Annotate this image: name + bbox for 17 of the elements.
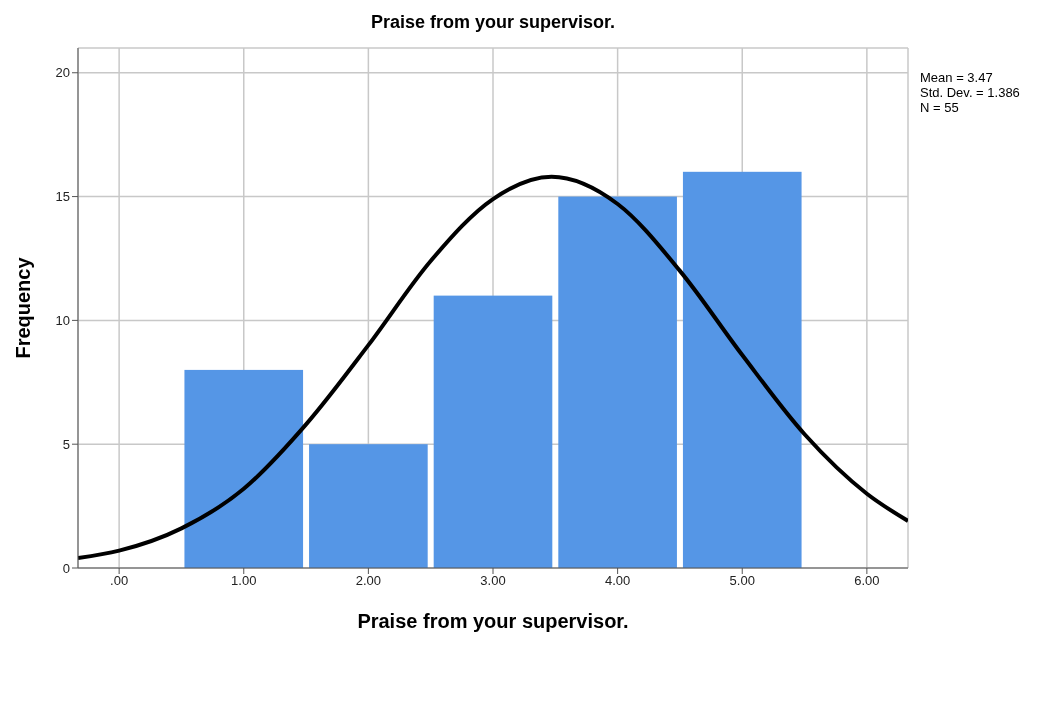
x-tick-label: .00 [110,573,129,589]
x-tick-label: 2.00 [355,573,382,589]
line-series [78,174,908,561]
x-tick-label: 3.00 [480,573,506,589]
x-tick-label: 1.00 [231,573,257,589]
y-tick-label: 20 [55,65,70,81]
x-tick-label: 5.00 [729,573,755,589]
y-tick-label: 0 [62,560,70,576]
y-tick-label: 15 [55,189,70,205]
x-axis-title: Praise from your supervisor. [357,610,629,632]
chart-title: Praise from your supervisor. [369,12,617,33]
x-tick-label: 6.00 [854,573,880,589]
stats-text: Mean = 3.47 Std. Dev. = 1.386 N = 55 [920,70,1020,115]
y-tick-label: 5 [62,436,70,452]
y-tick-label: 10 [55,313,70,328]
x-tick-label: 4.00 [604,573,631,589]
y-axis-title: Frequency [12,256,35,359]
